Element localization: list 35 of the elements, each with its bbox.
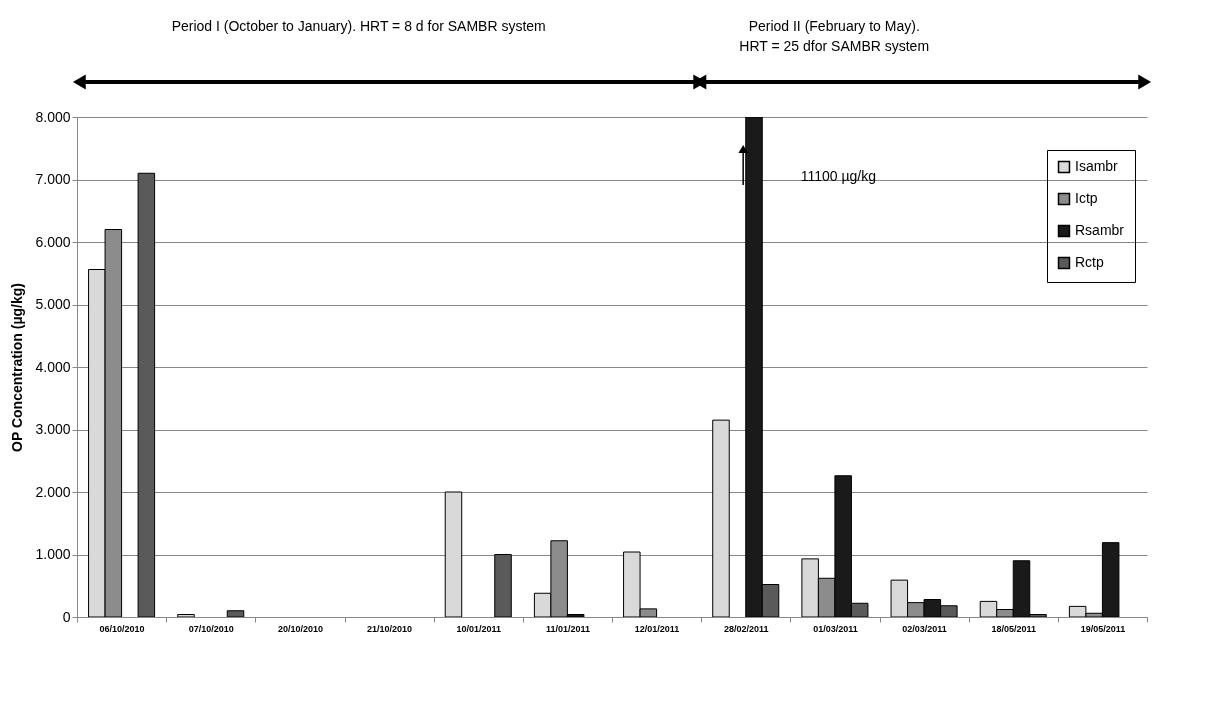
x-tick-label: 19/05/2011 xyxy=(1080,623,1126,634)
bar xyxy=(137,172,156,617)
legend-label: Rctp xyxy=(1075,254,1104,270)
x-tick-label: 07/10/2010 xyxy=(188,623,234,634)
x-tick-label: 01/03/2011 xyxy=(813,623,858,634)
x-tick-label: 28/02/2011 xyxy=(723,623,769,634)
y-tick-label: 6.000 xyxy=(35,233,71,250)
bar xyxy=(444,491,463,617)
x-tick-label: 12/01/2011 xyxy=(634,623,680,634)
annotation: 11100 µg/kg xyxy=(800,168,877,184)
y-tick-label: 7.000 xyxy=(35,171,71,187)
x-tick-label: 06/10/2010 xyxy=(99,623,145,634)
bar xyxy=(712,419,730,617)
x-tick-label: 11/01/2011 xyxy=(545,623,590,634)
y-tick-label: 0 xyxy=(62,608,71,625)
y-tick-label: 5.000 xyxy=(35,296,71,312)
y-tick-label: 2.000 xyxy=(35,483,71,500)
legend-label: Rsambr xyxy=(1075,222,1125,238)
legend-label: Isambr xyxy=(1075,158,1119,174)
x-tick-label: 21/10/2010 xyxy=(367,623,413,634)
x-tick-label: 02/03/2011 xyxy=(902,623,947,634)
text: Period II (February to May). HRT = 25 dfor SAMBR system xyxy=(739,18,930,54)
y-tick-label: 8.000 xyxy=(35,108,71,125)
y-tick-label: 1.000 xyxy=(35,546,71,562)
text: Period I (October to January). HRT = 8 d for SAMBR system xyxy=(171,18,546,34)
y-tick-label: 3.000 xyxy=(35,421,71,437)
legend-label: Ictp xyxy=(1075,190,1098,206)
bar xyxy=(494,554,512,617)
x-tick-label: 18/05/2011 xyxy=(991,623,1037,634)
y-axis-title: OP Concentration (µg/kg) xyxy=(9,283,26,452)
y-tick-label: 4.000 xyxy=(35,358,71,375)
bar xyxy=(177,614,195,617)
x-tick-label: 10/01/2011 xyxy=(456,623,502,634)
bar xyxy=(226,610,245,617)
x-tick-label: 20/10/2010 xyxy=(277,623,323,634)
